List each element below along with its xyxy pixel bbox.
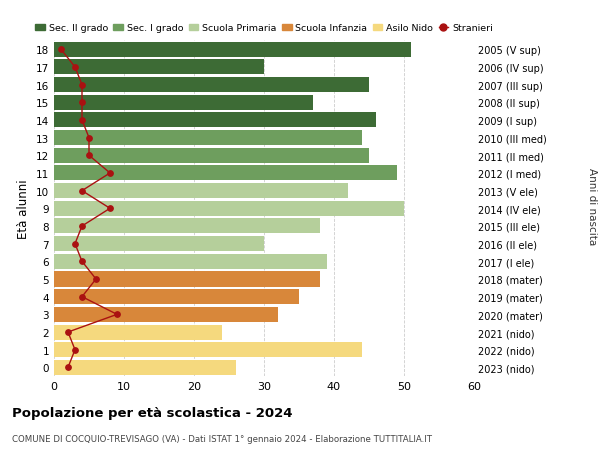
Bar bbox=[54, 360, 236, 375]
Text: Popolazione per età scolastica - 2024: Popolazione per età scolastica - 2024 bbox=[12, 406, 293, 419]
Bar bbox=[54, 219, 320, 234]
Bar bbox=[54, 43, 411, 58]
Point bbox=[77, 117, 87, 124]
Bar bbox=[54, 237, 264, 252]
Point bbox=[63, 329, 73, 336]
Bar bbox=[54, 272, 320, 287]
Point bbox=[77, 223, 87, 230]
Point bbox=[112, 311, 122, 319]
Bar bbox=[54, 202, 404, 216]
Point bbox=[84, 152, 94, 160]
Point bbox=[77, 293, 87, 301]
Point bbox=[77, 82, 87, 89]
Bar bbox=[54, 78, 369, 93]
Point bbox=[77, 99, 87, 106]
Text: COMUNE DI COCQUIO-TREVISAGO (VA) - Dati ISTAT 1° gennaio 2024 - Elaborazione TUT: COMUNE DI COCQUIO-TREVISAGO (VA) - Dati … bbox=[12, 434, 432, 443]
Bar bbox=[54, 342, 362, 358]
Bar bbox=[54, 307, 278, 322]
Point bbox=[77, 258, 87, 265]
Bar bbox=[54, 148, 369, 163]
Bar bbox=[54, 184, 348, 199]
Bar bbox=[54, 131, 362, 146]
Bar bbox=[54, 95, 313, 111]
Bar bbox=[54, 113, 376, 128]
Legend: Sec. II grado, Sec. I grado, Scuola Primaria, Scuola Infanzia, Asilo Nido, Stran: Sec. II grado, Sec. I grado, Scuola Prim… bbox=[35, 24, 493, 33]
Point bbox=[63, 364, 73, 371]
Bar bbox=[54, 325, 222, 340]
Point bbox=[70, 64, 80, 72]
Point bbox=[70, 241, 80, 248]
Point bbox=[77, 188, 87, 195]
Y-axis label: Età alunni: Età alunni bbox=[17, 179, 31, 239]
Point bbox=[56, 46, 66, 54]
Point bbox=[84, 134, 94, 142]
Point bbox=[91, 276, 101, 283]
Point bbox=[70, 346, 80, 353]
Point bbox=[105, 205, 115, 213]
Bar bbox=[54, 254, 327, 269]
Bar bbox=[54, 60, 264, 75]
Point bbox=[105, 170, 115, 177]
Bar bbox=[54, 166, 397, 181]
Bar bbox=[54, 290, 299, 304]
Text: Anni di nascita: Anni di nascita bbox=[587, 168, 597, 245]
